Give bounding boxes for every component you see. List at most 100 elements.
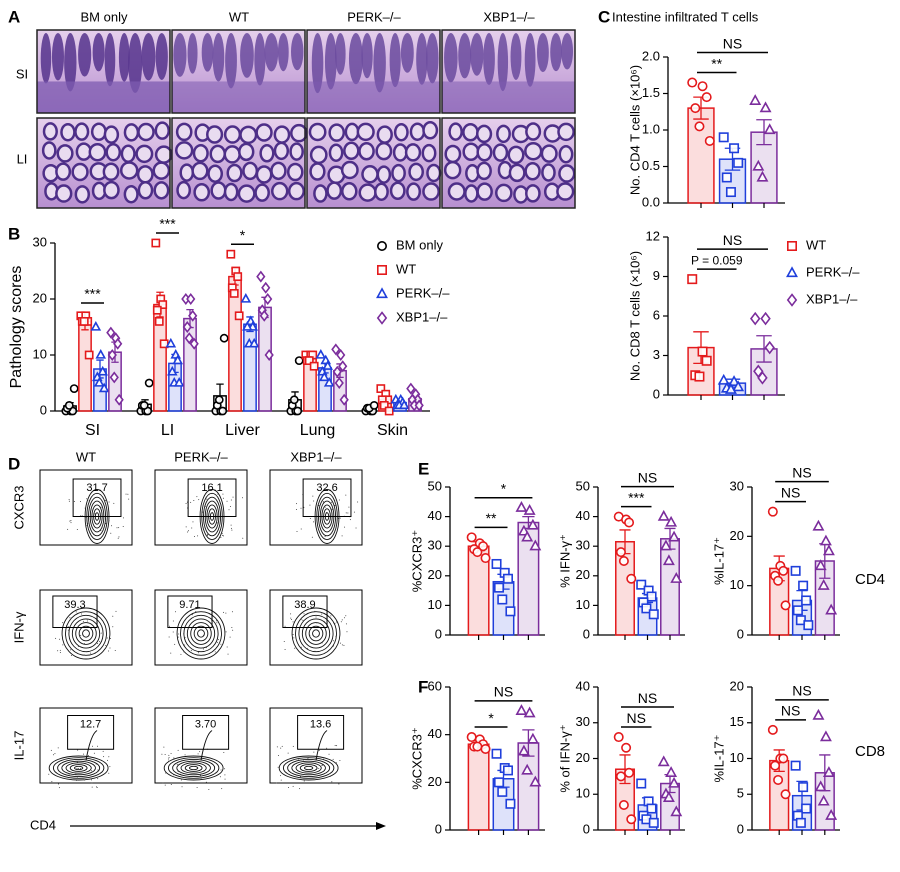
event-dot <box>108 501 110 503</box>
crypt <box>154 121 170 140</box>
event-dot <box>326 747 328 749</box>
event-dot <box>80 613 82 615</box>
event-dot <box>174 643 176 645</box>
y-tick-label: 40 <box>428 726 442 741</box>
event-dot <box>91 782 93 784</box>
crypt <box>74 122 90 141</box>
contour <box>190 622 212 645</box>
data-point <box>172 354 184 365</box>
event-dot <box>57 783 59 785</box>
gate <box>67 715 115 750</box>
histology-image <box>171 117 308 209</box>
event-dot <box>193 536 195 538</box>
crypt <box>154 145 173 164</box>
event-dot <box>68 500 70 502</box>
villus <box>225 33 237 89</box>
villus <box>400 33 414 73</box>
image-frame <box>441 29 576 114</box>
crypt <box>41 141 57 160</box>
villus <box>187 33 198 74</box>
event-dot <box>184 644 186 646</box>
contour <box>315 730 328 761</box>
gate <box>297 715 345 750</box>
crypt <box>289 142 304 161</box>
event-dot <box>316 775 318 777</box>
crypt <box>286 162 304 182</box>
event-dot <box>343 617 345 619</box>
event-dot <box>181 786 183 788</box>
villus <box>78 33 92 77</box>
crypt <box>376 165 392 184</box>
event-dot <box>346 631 348 633</box>
x-tick-label: Lung <box>300 422 336 439</box>
crypt <box>361 164 379 184</box>
contour <box>48 755 109 781</box>
crypt <box>255 165 273 184</box>
data-point <box>670 572 683 583</box>
crypt <box>254 183 270 202</box>
event-dot <box>300 618 302 620</box>
event-dot <box>169 625 171 627</box>
crypt <box>60 122 76 142</box>
event-dot <box>220 769 222 771</box>
event-dot <box>94 652 96 654</box>
data-point <box>615 547 626 558</box>
x-tick-label: Skin <box>377 422 408 439</box>
data-point <box>338 360 348 373</box>
significance-label: NS <box>723 232 742 248</box>
event-dot <box>109 647 111 649</box>
data-point <box>294 356 304 365</box>
data-point <box>165 337 177 348</box>
event-dot <box>334 622 336 624</box>
villus <box>510 33 522 80</box>
data-point <box>256 270 266 283</box>
event-dot <box>86 525 88 527</box>
event-dot <box>67 528 69 530</box>
crypt <box>273 125 291 144</box>
event-dot <box>97 615 99 617</box>
data-point <box>621 742 632 753</box>
data-point <box>189 337 199 350</box>
event-dot <box>179 645 181 647</box>
crypt <box>74 185 91 204</box>
event-dot <box>75 611 77 613</box>
event-dot <box>277 766 279 768</box>
data-point <box>139 400 149 410</box>
crypt <box>239 125 258 145</box>
crypt <box>176 180 192 200</box>
event-dot <box>122 517 124 519</box>
event-dot <box>292 621 294 623</box>
event-dot <box>330 501 332 503</box>
data-point <box>697 81 708 92</box>
event-dot <box>226 500 228 502</box>
crypt <box>422 121 439 140</box>
crypt <box>409 122 426 141</box>
data-point <box>523 503 536 515</box>
crypt <box>226 163 243 183</box>
crypt <box>556 182 575 201</box>
crypt <box>557 122 575 142</box>
event-dot <box>202 648 204 650</box>
data-point <box>69 384 79 393</box>
event-dot <box>82 620 84 622</box>
event-dot <box>95 774 97 776</box>
event-dot <box>168 760 170 762</box>
event-dot <box>199 751 201 753</box>
event-dot <box>117 537 119 539</box>
data-point <box>814 559 827 571</box>
histology-image <box>306 117 442 209</box>
data-point <box>331 343 341 356</box>
event-dot <box>84 654 86 656</box>
y-tick-label: 0 <box>737 626 744 641</box>
crypt <box>309 145 328 165</box>
crypt <box>341 182 358 201</box>
column-header: PERK–/– <box>174 449 228 464</box>
event-dot <box>205 647 207 649</box>
event-dot <box>205 781 207 783</box>
event-dot <box>292 627 294 629</box>
y-tick-label: 12 <box>646 228 660 243</box>
event-dot <box>314 650 316 652</box>
y-tick-label: 50 <box>428 478 442 493</box>
event-dot <box>172 631 174 633</box>
data-point <box>90 321 102 331</box>
